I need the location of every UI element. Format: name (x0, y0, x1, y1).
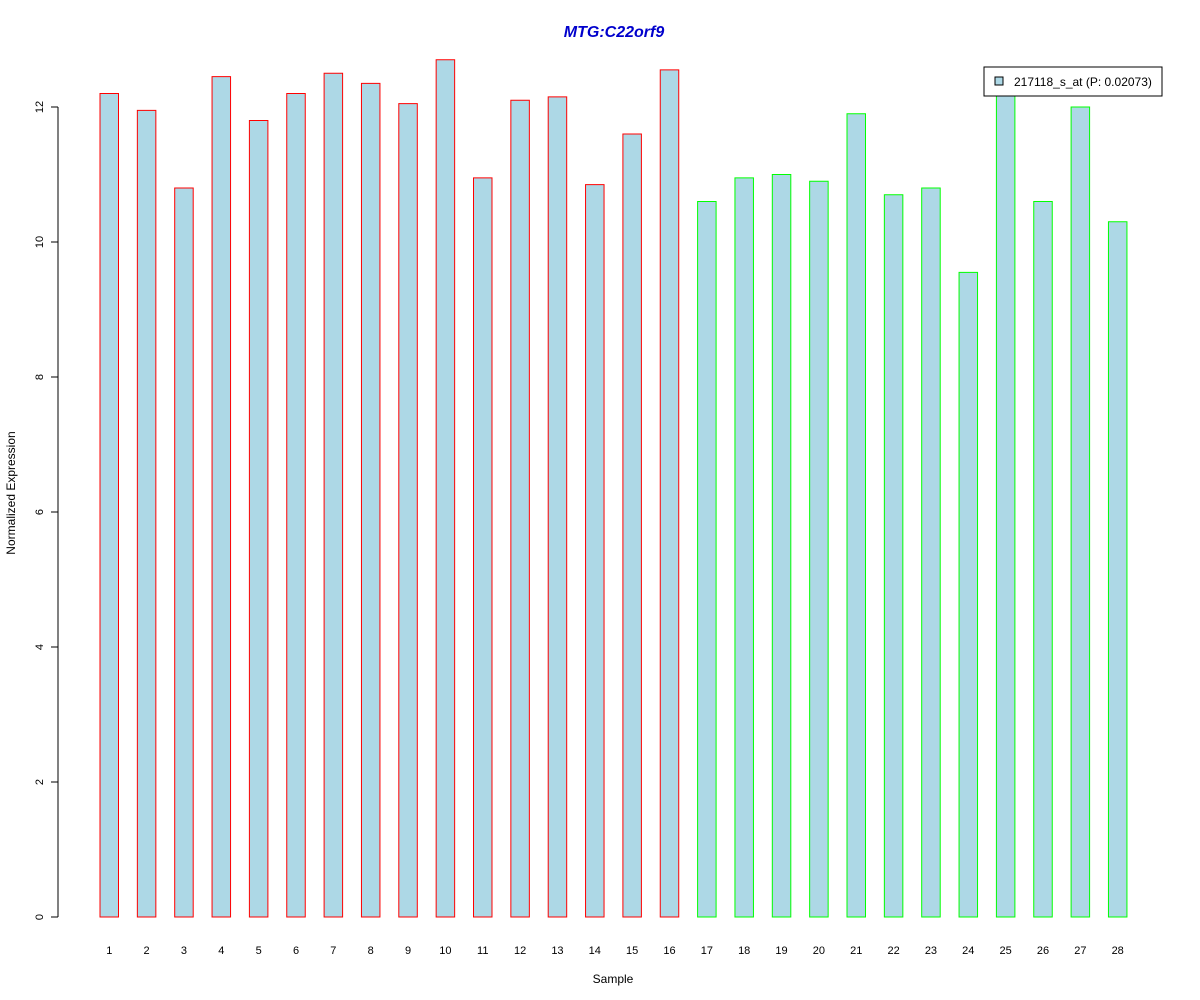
bar (99, 93, 119, 918)
bar (734, 177, 754, 918)
bar (995, 93, 1016, 918)
x-tick-label: 18 (738, 945, 750, 957)
x-tick-label: 19 (775, 945, 787, 957)
bar (360, 82, 381, 918)
x-tick-label: 27 (1074, 945, 1086, 957)
x-tick-label: 15 (626, 945, 638, 957)
x-tick-label: 28 (1112, 945, 1124, 957)
x-tick-label: 8 (368, 945, 374, 957)
x-tick-label: 14 (589, 945, 601, 957)
bar (846, 113, 866, 918)
x-tick-label: 12 (514, 945, 526, 957)
y-tick-label: 4 (34, 644, 46, 650)
bar (323, 72, 344, 918)
y-tick-label: 2 (34, 779, 46, 785)
y-tick-label: 6 (34, 509, 46, 515)
bar (585, 184, 605, 918)
bar (883, 194, 904, 918)
x-axis-label: Sample (593, 972, 634, 986)
bar (1070, 106, 1091, 918)
bar (398, 103, 418, 918)
x-tick-label: 2 (144, 945, 150, 957)
y-tick-label: 12 (34, 101, 46, 113)
y-axis: 0 2 4 6 8 10 12 (34, 101, 59, 920)
chart-title: MTG:C22orf9 (564, 24, 665, 41)
legend-box (983, 66, 1163, 97)
x-tick-label: 7 (330, 945, 336, 957)
x-tick-label: 25 (1000, 945, 1012, 957)
bar (1107, 221, 1128, 918)
x-tick-label: 17 (701, 945, 713, 957)
x-tick-label: 13 (551, 945, 563, 957)
x-tick-label: 6 (293, 945, 299, 957)
x-tick-label: 9 (405, 945, 411, 957)
x-tick-label: 23 (925, 945, 937, 957)
legend-swatch (994, 76, 1004, 86)
legend-label: 217118_s_at (P: 0.02073) (1014, 75, 1152, 89)
bar (248, 120, 269, 918)
bar (622, 133, 642, 918)
x-tick-label: 22 (887, 945, 899, 957)
bar (958, 271, 979, 918)
x-tick-label: 21 (850, 945, 862, 957)
x-tick-label: 3 (181, 945, 187, 957)
x-tick-label: 1 (106, 945, 112, 957)
bar (473, 177, 493, 918)
x-tick-label: 26 (1037, 945, 1049, 957)
bar (435, 59, 456, 918)
bar (136, 109, 157, 918)
bar (286, 93, 306, 918)
y-tick-label: 8 (34, 374, 46, 380)
bar (211, 76, 232, 918)
y-tick-label: 0 (34, 914, 46, 920)
x-tick-label: 4 (218, 945, 224, 957)
x-tick-label: 5 (256, 945, 262, 957)
legend: 217118_s_at (P: 0.02073) (983, 66, 1163, 97)
bar (174, 187, 194, 918)
y-axis-label: Normalized Expression (4, 431, 18, 554)
x-tick-labels: 1 2 3 4 5 6 7 8 9 10 11 12 13 14 15 16 17 18 19 20 21 22 23 24 2… (106, 945, 1124, 957)
bar (921, 187, 941, 918)
bar (771, 174, 792, 918)
bar (809, 180, 829, 918)
x-tick-label: 10 (439, 945, 451, 957)
bar (547, 96, 568, 918)
bars (99, 59, 1128, 918)
x-tick-label: 20 (813, 945, 825, 957)
x-tick-label: 16 (663, 945, 675, 957)
bar (659, 69, 680, 918)
bar (510, 99, 530, 918)
bar (697, 201, 717, 918)
x-tick-label: 11 (477, 945, 488, 957)
x-tick-label: 24 (962, 945, 974, 957)
y-tick-label: 10 (34, 236, 46, 248)
bar (1033, 201, 1053, 918)
